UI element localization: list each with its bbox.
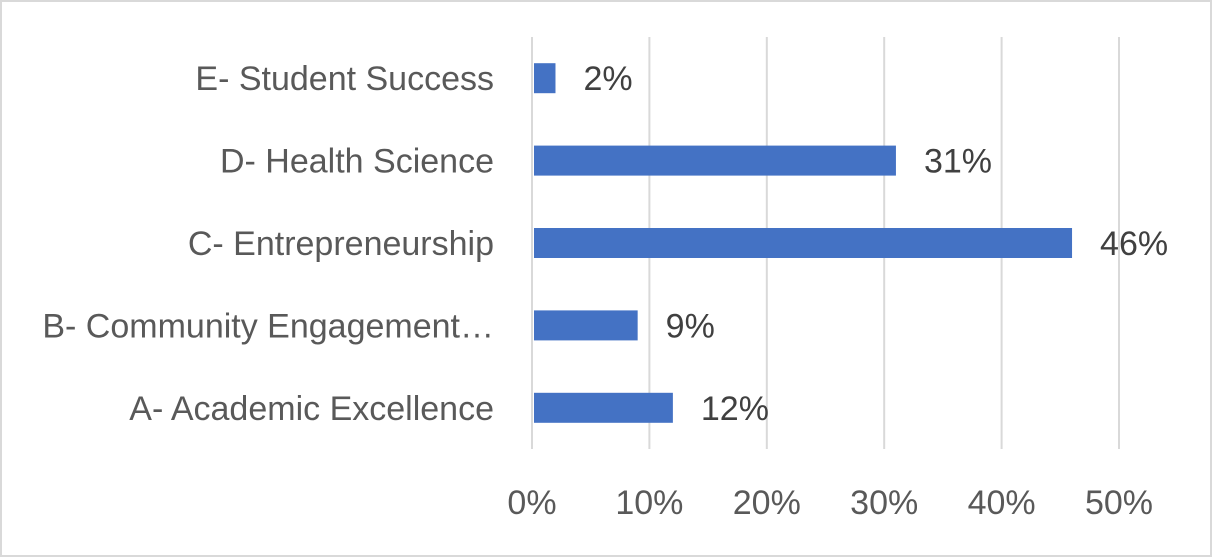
bars [534, 63, 1073, 423]
bar [534, 145, 896, 176]
category-labels: A- Academic Excellence B- Community Engag… [42, 60, 494, 428]
x-tick-label: 50% [1085, 484, 1153, 522]
x-tick-label: 0% [507, 484, 556, 522]
data-label: 2% [583, 60, 632, 98]
x-tick-label: 30% [850, 484, 918, 522]
category-label: E- Student Success [195, 60, 494, 98]
bar [534, 392, 673, 423]
bar [534, 310, 638, 341]
data-label: 46% [1100, 225, 1168, 263]
data-labels: 12% 9% 46% 31% 2% [583, 60, 1168, 428]
category-label: B- Community Engagement… [42, 307, 494, 345]
category-label: C- Entrepreneurship [188, 225, 494, 263]
data-label: 31% [924, 143, 992, 181]
x-tick-label: 20% [733, 484, 801, 522]
category-label: A- Academic Excellence [129, 390, 494, 428]
x-tick-label: 40% [968, 484, 1036, 522]
x-tick-label: 10% [615, 484, 683, 522]
category-label: D- Health Science [220, 143, 494, 181]
data-label: 9% [666, 307, 715, 345]
x-axis-tick-labels: 0% 10% 20% 30% 40% 50% [507, 484, 1153, 522]
bar [534, 63, 556, 94]
data-label: 12% [701, 390, 769, 428]
bar [534, 228, 1073, 258]
